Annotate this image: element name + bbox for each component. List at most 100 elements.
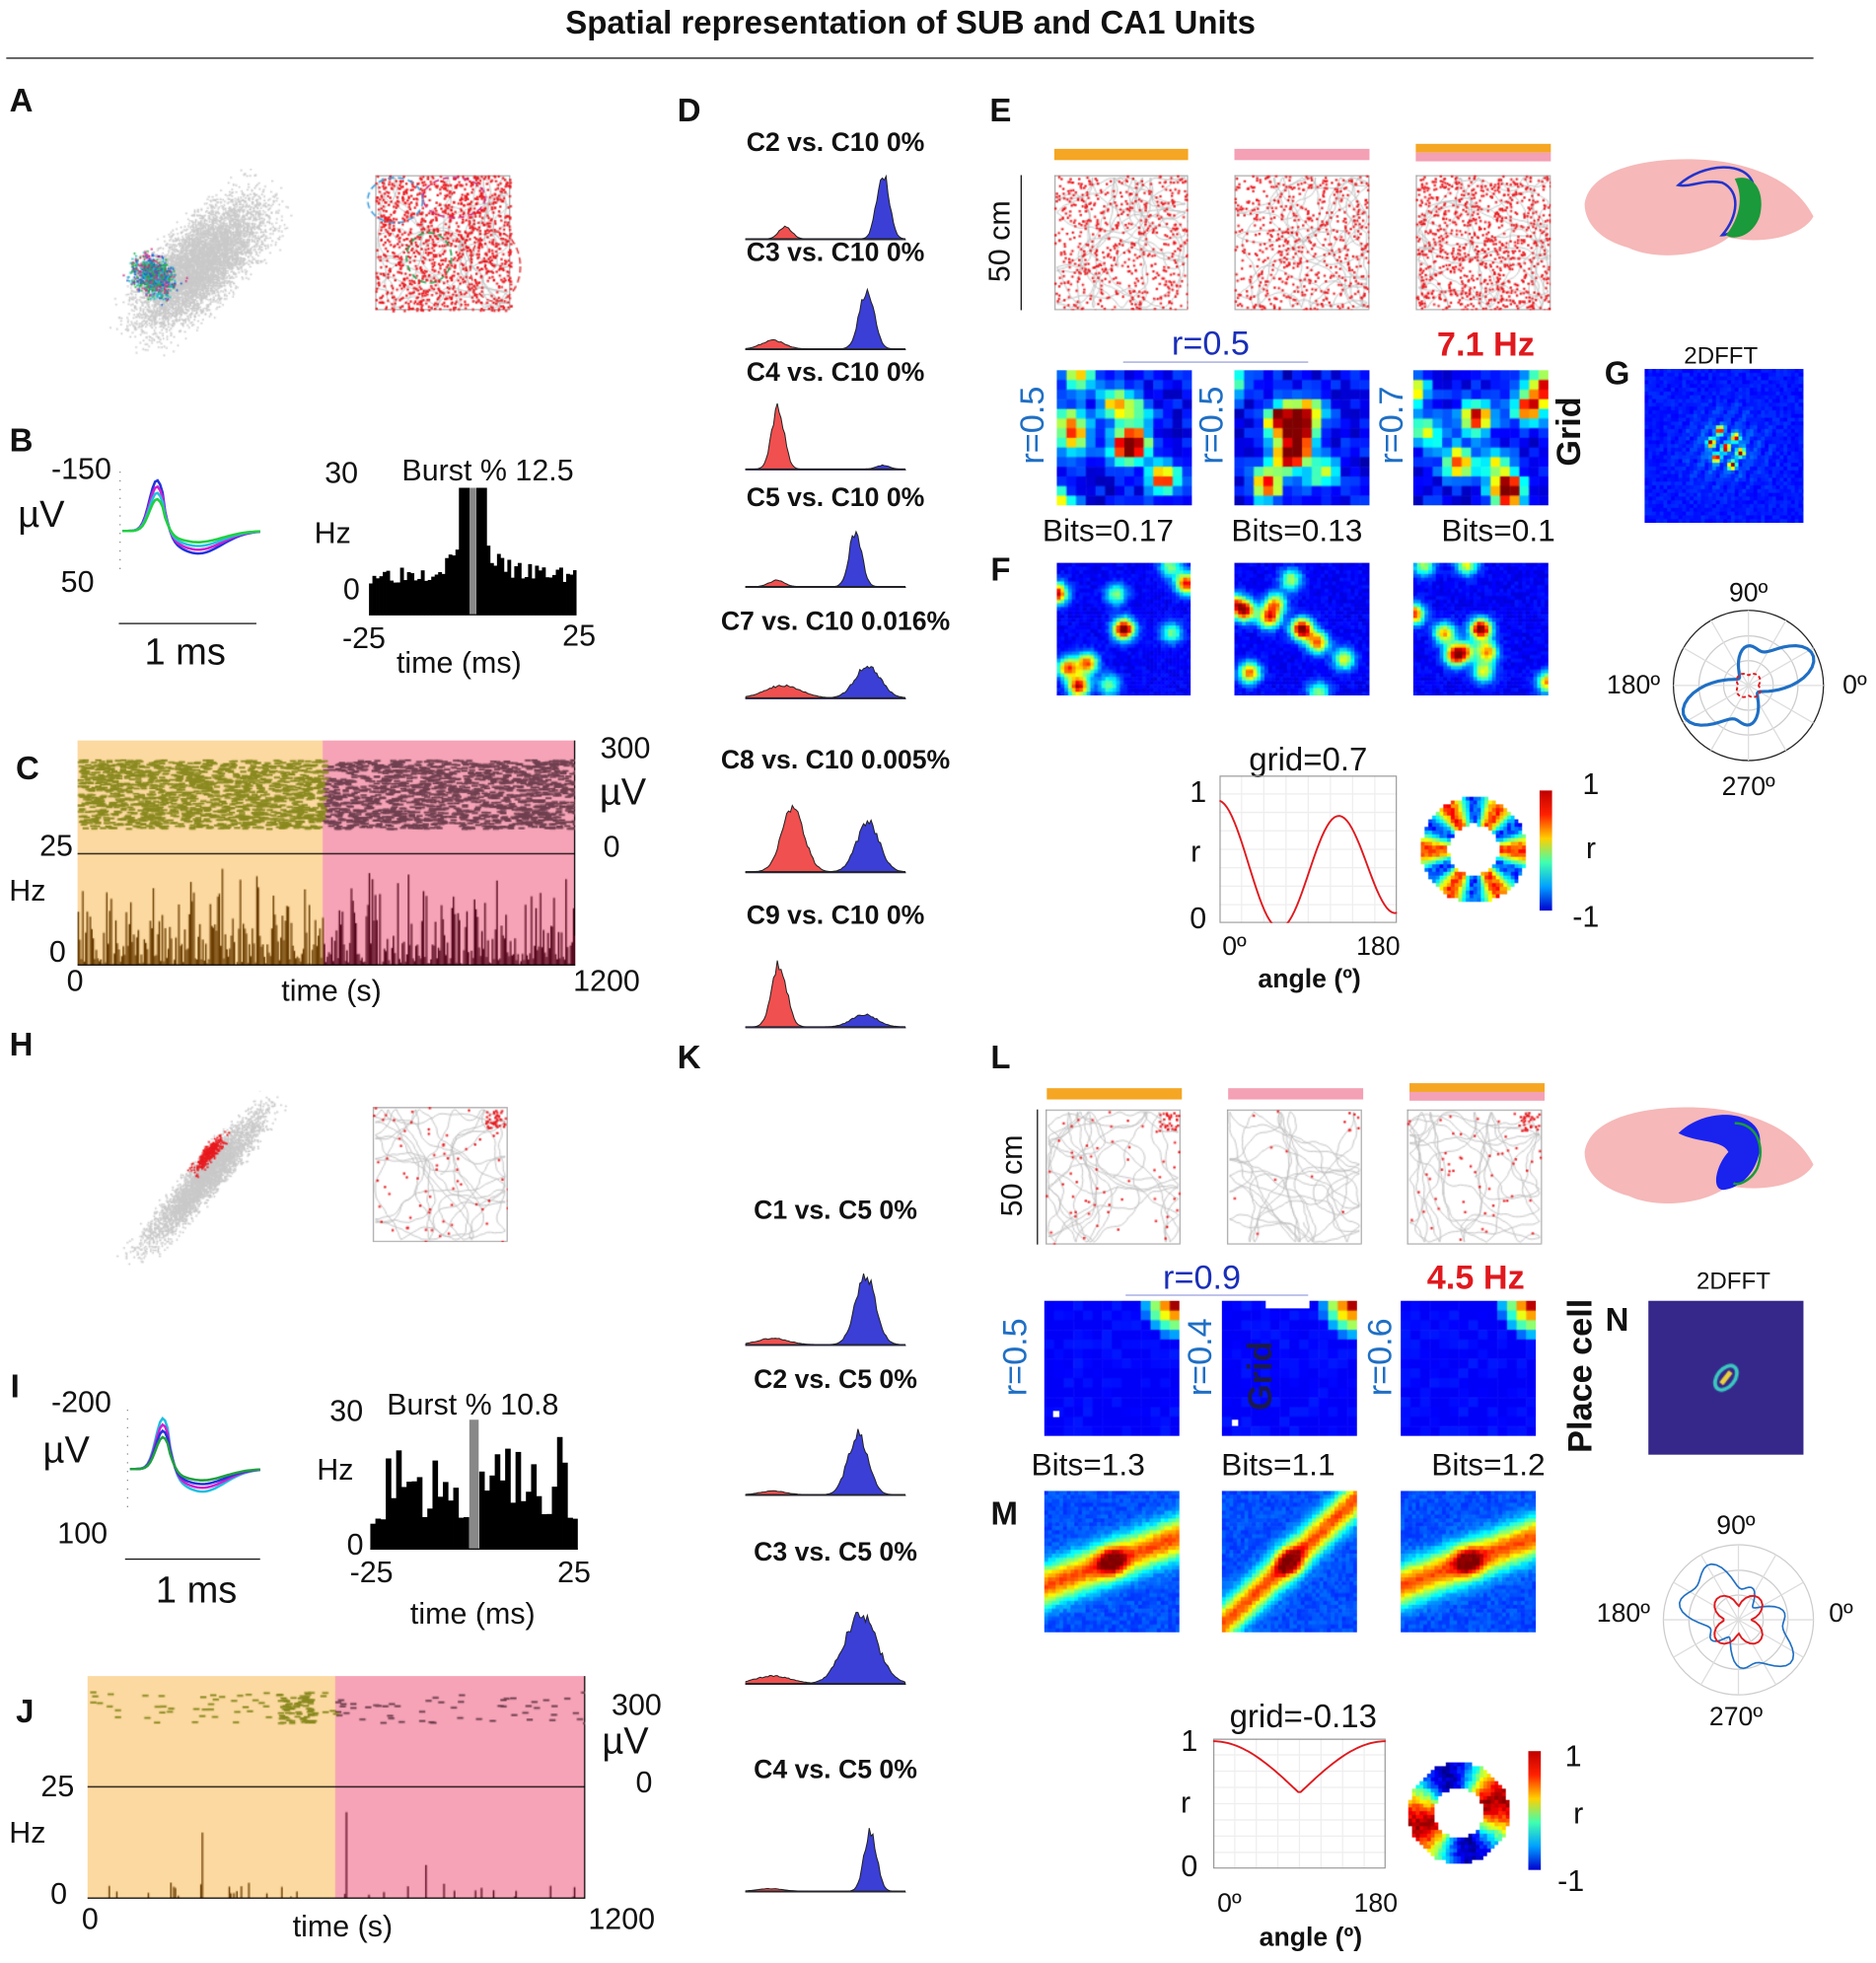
acg-bar <box>448 554 453 616</box>
rotational-correlation-curve <box>1212 1740 1386 1793</box>
trajectory-map <box>1226 1109 1362 1245</box>
acg-bar <box>406 1482 412 1551</box>
time-label: time (s) <box>292 1910 394 1944</box>
gp-x180: 180 <box>1356 932 1401 962</box>
acg-bar <box>503 571 508 616</box>
subiculum-region <box>1725 178 1762 238</box>
acg-bar <box>397 582 401 616</box>
session-bar-pink <box>1234 148 1370 161</box>
rate-map <box>1412 370 1549 506</box>
session-bar-pink <box>1409 1091 1545 1101</box>
acg-bar <box>390 580 394 616</box>
autocorrelation-map <box>1221 1490 1357 1633</box>
bits: Bits=0.17 <box>1042 513 1174 549</box>
panel-letter-l: L <box>990 1038 1011 1076</box>
brain-schematic <box>1584 159 1814 255</box>
rate-map <box>1056 370 1192 506</box>
cb-max: 1 <box>1564 1739 1582 1775</box>
rate-min: 0 <box>50 1877 68 1912</box>
acg-bar <box>520 1500 527 1551</box>
acg-bar <box>566 573 570 616</box>
rate-min: 0 <box>48 935 66 970</box>
acg-burst: Burst % 10.8 <box>387 1388 559 1422</box>
corr-side: r=0.7 <box>1372 386 1410 465</box>
plot-frame <box>1219 775 1398 923</box>
gp-y1: 1 <box>1181 1724 1198 1759</box>
polar-90: 90º <box>1728 578 1768 608</box>
acg-bar <box>455 549 460 616</box>
acg-bar <box>442 1482 449 1551</box>
cb-min: -1 <box>1572 900 1600 935</box>
acg-bar <box>386 570 391 616</box>
polar-90: 90º <box>1716 1511 1756 1541</box>
isolation-histogram <box>745 1428 906 1496</box>
acg-bar <box>510 577 515 616</box>
acg-bar <box>531 1464 538 1551</box>
acg-bar <box>427 579 432 616</box>
session-bar-pink <box>1415 152 1551 162</box>
corr-top: r=0.9 <box>1163 1259 1242 1297</box>
acg-y-min: 0 <box>342 572 360 607</box>
peak-rate: 7.1 Hz <box>1436 326 1535 364</box>
scale-bar-label: 50 cm <box>995 1134 1030 1217</box>
isolation-distance-label: C3 vs. C5 0% <box>754 1538 917 1567</box>
bits: Bits=0.13 <box>1231 513 1363 549</box>
scale-bar <box>1020 175 1022 311</box>
acg-bar <box>482 487 487 616</box>
blue-distribution <box>745 1611 906 1685</box>
trajectory-map <box>1053 175 1189 311</box>
session-bar-orange <box>1409 1083 1545 1092</box>
acg-bar <box>573 570 577 616</box>
isolation-histogram <box>745 960 906 1029</box>
acg-y-max: 30 <box>325 456 359 491</box>
fft-map <box>1644 369 1804 524</box>
isolation-distance-label: C1 vs. C5 0% <box>754 1196 917 1226</box>
rate-map <box>1234 370 1370 506</box>
cb-max: 1 <box>1582 767 1600 802</box>
panel-letter-i: I <box>10 1366 20 1405</box>
waveform-trace <box>122 497 260 544</box>
panel-letter-b: B <box>9 421 34 460</box>
center-bin <box>469 1419 479 1551</box>
corr-top: r=0.5 <box>1171 325 1250 363</box>
rate-map <box>1221 1300 1357 1436</box>
isolation-histogram <box>745 804 906 874</box>
acg-bar <box>489 1475 496 1551</box>
isolation-histogram <box>745 1611 906 1685</box>
amp-min: 0 <box>603 830 620 865</box>
corr-side: r=0.4 <box>1181 1318 1219 1397</box>
acg-bar <box>380 1519 387 1551</box>
session-bar-orange <box>1046 1088 1183 1100</box>
acg-bar <box>507 559 512 616</box>
subiculum-outline <box>1732 1122 1762 1186</box>
panel-letter-a: A <box>9 81 34 119</box>
blue-distribution <box>745 530 906 588</box>
isolation-histogram <box>745 665 906 699</box>
acg-bar <box>517 562 522 616</box>
corr-side: r=0.5 <box>995 1318 1035 1397</box>
acg-bar <box>569 574 574 616</box>
autocorrelogram <box>370 1419 578 1551</box>
acg-bar <box>413 580 418 616</box>
acg-x-min: -25 <box>341 621 386 656</box>
bits: Bits=1.1 <box>1221 1447 1335 1484</box>
acg-x-max: 25 <box>557 1556 591 1590</box>
trajectory-map <box>1234 175 1370 311</box>
acg-bar <box>466 487 470 616</box>
acg-bar <box>376 578 380 616</box>
time-scale-bar <box>118 622 256 624</box>
waveform-plot <box>126 1410 260 1515</box>
blue-distribution <box>745 1428 906 1496</box>
rate-map <box>1401 1300 1537 1436</box>
acg-bar <box>556 1436 563 1551</box>
isolation-histogram <box>745 1272 906 1346</box>
grid-score-plot <box>1212 1738 1386 1869</box>
waveform-y-unit: µV <box>42 1429 90 1472</box>
cb-label: r <box>1585 832 1596 866</box>
grid-score-plot <box>1219 775 1398 923</box>
bits: Bits=0.1 <box>1441 513 1555 549</box>
acg-bar <box>475 487 480 616</box>
acg-bar <box>479 487 484 616</box>
panel-letter-f: F <box>990 549 1011 588</box>
corr-side: r=0.5 <box>1013 386 1051 465</box>
